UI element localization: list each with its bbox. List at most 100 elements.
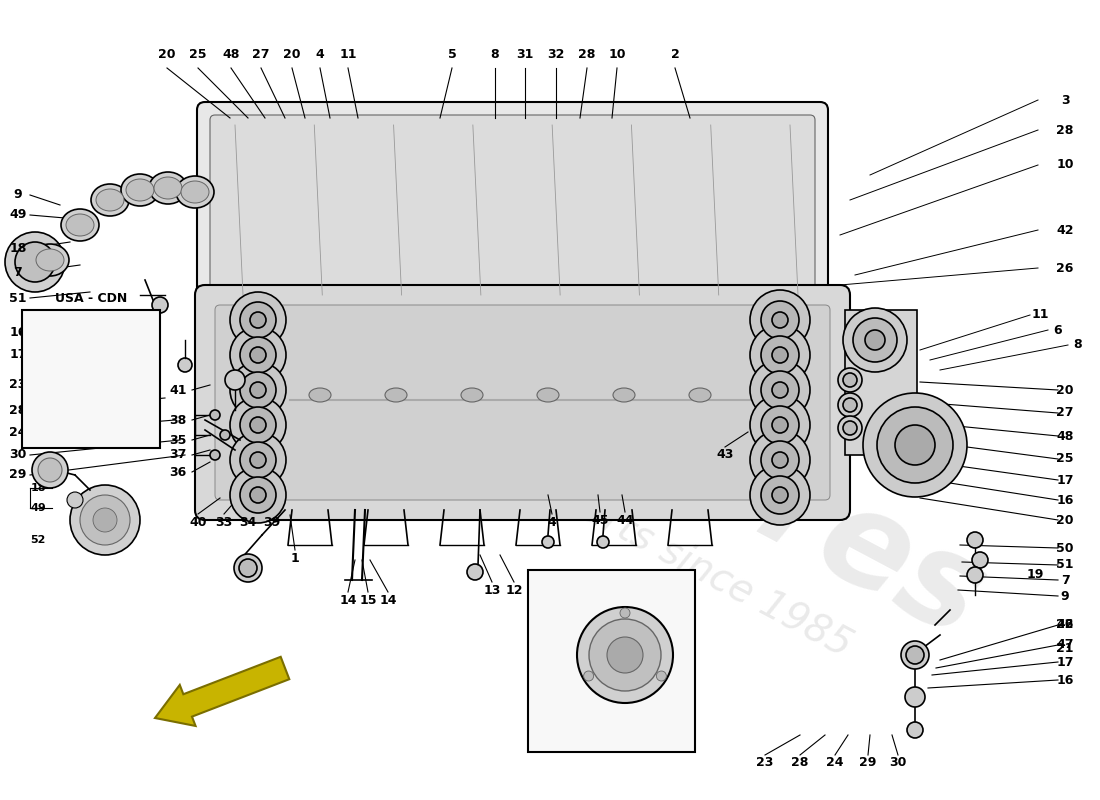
Circle shape	[772, 487, 788, 503]
Text: 32: 32	[548, 49, 564, 62]
Text: 52: 52	[31, 535, 46, 545]
FancyBboxPatch shape	[197, 102, 828, 318]
Text: 4: 4	[548, 515, 557, 529]
Circle shape	[972, 552, 988, 568]
Ellipse shape	[385, 388, 407, 402]
Text: 30: 30	[889, 755, 906, 769]
Text: 52: 52	[532, 633, 548, 643]
Text: 7: 7	[1060, 574, 1069, 586]
Circle shape	[865, 330, 886, 350]
Circle shape	[220, 430, 230, 440]
Text: 50: 50	[532, 585, 548, 595]
Text: 12: 12	[505, 583, 522, 597]
Text: 30: 30	[9, 449, 26, 462]
Text: 35: 35	[169, 434, 187, 446]
Text: 45: 45	[592, 514, 608, 526]
Text: 9: 9	[1060, 590, 1069, 602]
Circle shape	[761, 476, 799, 514]
Circle shape	[15, 242, 55, 282]
Text: 36: 36	[169, 466, 187, 478]
Text: 10: 10	[608, 49, 626, 62]
Text: 26: 26	[1056, 262, 1074, 274]
Circle shape	[240, 477, 276, 513]
Text: 50: 50	[1056, 542, 1074, 554]
Circle shape	[240, 337, 276, 373]
Circle shape	[210, 410, 220, 420]
Text: 19: 19	[532, 613, 548, 623]
Text: 11: 11	[339, 49, 356, 62]
Text: 48: 48	[222, 49, 240, 62]
Text: 20: 20	[284, 49, 300, 62]
Ellipse shape	[182, 181, 209, 203]
Circle shape	[239, 559, 257, 577]
Circle shape	[250, 487, 266, 503]
Text: 43: 43	[716, 449, 734, 462]
Ellipse shape	[126, 179, 154, 201]
Circle shape	[607, 637, 644, 673]
Circle shape	[240, 442, 276, 478]
Circle shape	[584, 671, 594, 681]
Text: USA - CDN: USA - CDN	[55, 291, 128, 305]
Text: 33: 33	[216, 515, 232, 529]
Circle shape	[843, 373, 857, 387]
Circle shape	[542, 536, 554, 548]
Circle shape	[240, 302, 276, 338]
Polygon shape	[155, 657, 289, 726]
Text: 40: 40	[189, 515, 207, 529]
Circle shape	[250, 347, 266, 363]
Ellipse shape	[176, 176, 214, 208]
Circle shape	[230, 327, 286, 383]
Circle shape	[843, 421, 857, 435]
Circle shape	[67, 492, 82, 508]
Text: 15: 15	[360, 594, 376, 606]
Text: 4: 4	[316, 49, 324, 62]
Circle shape	[250, 312, 266, 328]
Text: 44: 44	[616, 514, 634, 526]
FancyBboxPatch shape	[195, 285, 850, 520]
Ellipse shape	[613, 388, 635, 402]
Text: 27: 27	[252, 49, 270, 62]
Circle shape	[230, 397, 286, 453]
Text: eurocarres: eurocarres	[234, 175, 1005, 665]
Text: 11: 11	[1032, 309, 1048, 322]
Circle shape	[468, 564, 483, 580]
Text: 6: 6	[1054, 323, 1063, 337]
Text: USA - CDN: USA - CDN	[575, 734, 647, 746]
Ellipse shape	[689, 388, 711, 402]
Text: 8: 8	[491, 49, 499, 62]
Text: 41: 41	[169, 383, 187, 397]
Bar	[528, 570, 695, 752]
Circle shape	[843, 308, 908, 372]
Circle shape	[772, 452, 788, 468]
Circle shape	[750, 290, 810, 350]
Text: 14: 14	[379, 594, 397, 606]
Circle shape	[895, 425, 935, 465]
Text: 24: 24	[9, 426, 26, 438]
Circle shape	[39, 458, 62, 482]
Text: 39: 39	[263, 515, 280, 529]
Text: 2: 2	[671, 49, 680, 62]
Text: 46: 46	[1056, 618, 1074, 631]
Text: 51: 51	[9, 291, 26, 305]
Circle shape	[620, 608, 630, 618]
Circle shape	[838, 393, 862, 417]
Text: 29: 29	[9, 469, 26, 482]
Bar	[22, 310, 159, 448]
Circle shape	[240, 372, 276, 408]
Text: 9: 9	[536, 653, 543, 663]
Circle shape	[761, 441, 799, 479]
Circle shape	[967, 567, 983, 583]
Text: 23: 23	[9, 378, 26, 391]
Circle shape	[94, 508, 117, 532]
Circle shape	[906, 646, 924, 664]
Text: 10: 10	[1056, 158, 1074, 171]
Ellipse shape	[91, 184, 129, 216]
Circle shape	[230, 362, 286, 418]
Text: 20: 20	[158, 49, 176, 62]
Circle shape	[967, 532, 983, 548]
Text: 20: 20	[1056, 514, 1074, 526]
Circle shape	[178, 358, 192, 372]
Circle shape	[761, 371, 799, 409]
Text: 14: 14	[339, 594, 356, 606]
Text: 16: 16	[9, 326, 26, 338]
